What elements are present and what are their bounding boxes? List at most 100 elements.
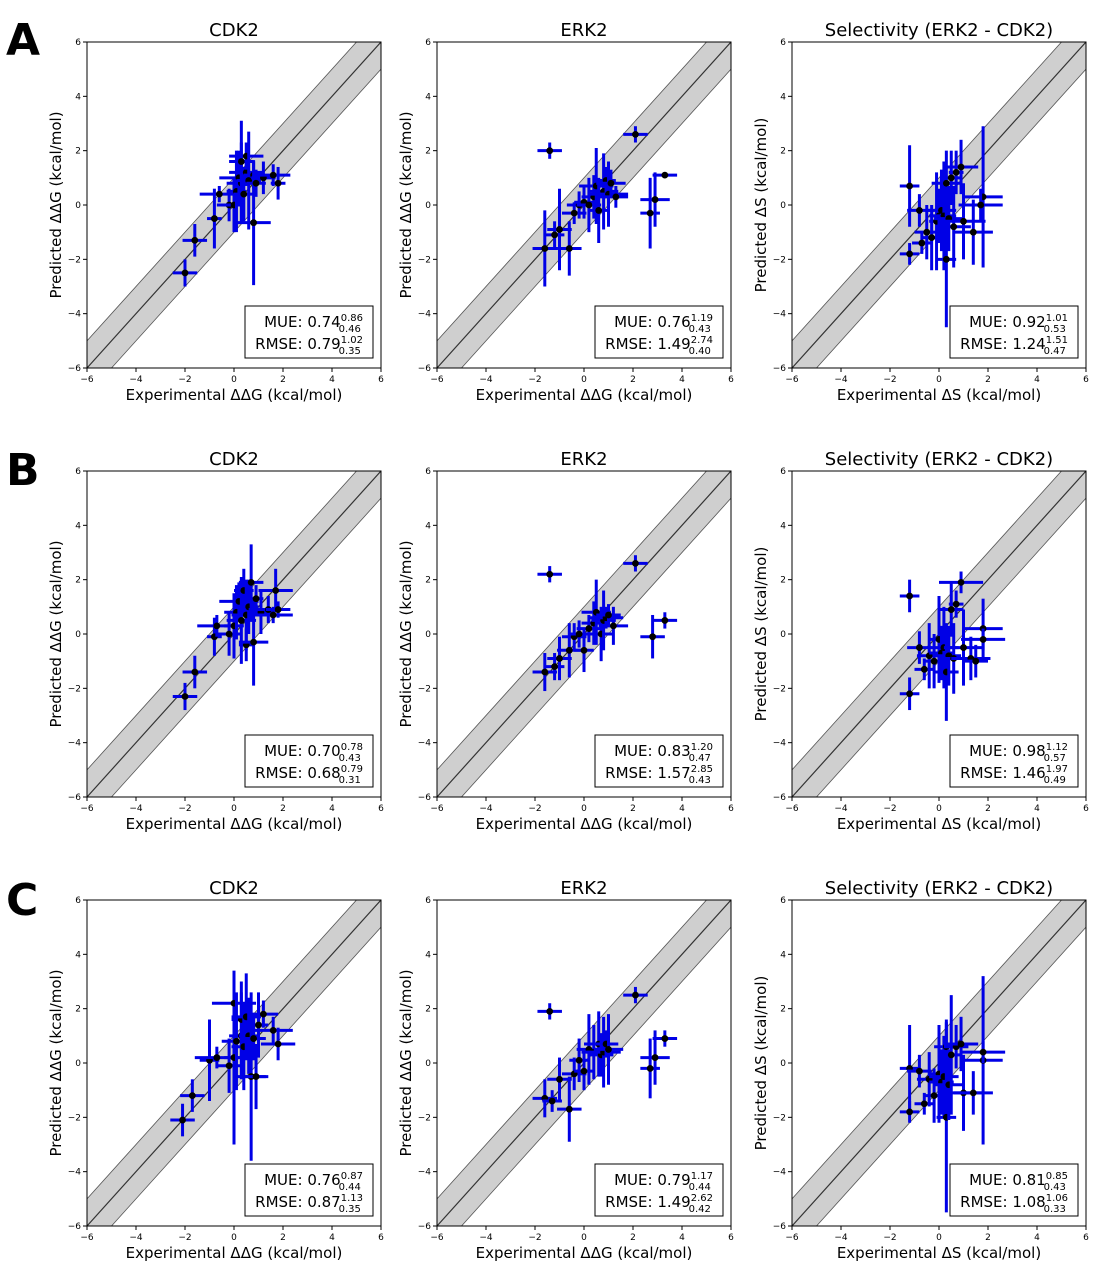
- data-point: [551, 663, 558, 670]
- data-point: [252, 1073, 260, 1080]
- x-tick-label: 2: [630, 1233, 636, 1243]
- x-tick-label: −4: [479, 804, 493, 814]
- stats-box: [594, 734, 724, 788]
- y-tick-label: 2: [75, 576, 81, 586]
- data-point: [947, 174, 955, 182]
- rmse-stat: RMSE: 0.871.13 0.35: [255, 1193, 363, 1215]
- rmse-value: RMSE: 1.49: [605, 1193, 691, 1211]
- data-point: [605, 1046, 612, 1053]
- data-point-group: [939, 571, 984, 594]
- data-point-group: [258, 568, 293, 613]
- data-point: [225, 630, 233, 638]
- rmse-lower: 0.40: [689, 346, 711, 357]
- y-tick-label: 6: [75, 38, 81, 48]
- y-tick-label: 6: [780, 38, 786, 48]
- stats-box: [949, 1163, 1079, 1217]
- y-tick-label: −2: [773, 684, 786, 694]
- y-tick-label: −6: [418, 364, 432, 374]
- data-point: [979, 1048, 987, 1056]
- x-tick-label: −4: [479, 1233, 493, 1243]
- rmse-upper: 1.06: [1046, 1193, 1068, 1204]
- data-point: [575, 630, 583, 638]
- data-point: [225, 1062, 233, 1070]
- mue-value: MUE: 0.74: [264, 313, 341, 331]
- y-tick-label: −4: [68, 310, 82, 320]
- data-point-group: [547, 636, 572, 681]
- mue-value: MUE: 0.79: [614, 1171, 691, 1189]
- plot-area: [792, 42, 1086, 368]
- chart-title: CDK2: [209, 449, 259, 470]
- chart-title: CDK2: [209, 20, 259, 41]
- x-tick-label: 6: [728, 1233, 734, 1243]
- data-point-group: [899, 145, 920, 227]
- rmse-value: RMSE: 1.24: [960, 335, 1046, 353]
- rmse-lower: 0.35: [339, 1204, 361, 1215]
- data-point: [570, 209, 578, 217]
- data-point: [179, 1116, 186, 1124]
- data-point: [556, 1075, 563, 1083]
- data-point: [610, 622, 617, 630]
- mue-stat: MUE: 0.740.86 0.46: [264, 313, 363, 335]
- data-point: [972, 657, 980, 665]
- mue-lower: 0.47: [689, 753, 711, 764]
- data-point-group: [243, 1043, 269, 1110]
- x-axis-label: Experimental ΔΔG (kcal/mol): [126, 1244, 343, 1262]
- data-point-group: [199, 185, 239, 203]
- data-point-group: [180, 1079, 205, 1112]
- data-point-group: [172, 682, 198, 711]
- y-tick-label: 2: [425, 1005, 431, 1015]
- y-tick-label: 4: [780, 92, 786, 102]
- x-axis-label: Experimental ΔS (kcal/mol): [837, 815, 1041, 833]
- y-tick-label: 4: [780, 521, 786, 531]
- x-tick-label: −2: [883, 804, 896, 814]
- y-tick-label: 6: [425, 896, 431, 906]
- y-axis-label: Predicted ΔΔG (kcal/mol): [397, 111, 415, 298]
- x-tick-label: −4: [129, 1233, 143, 1243]
- data-point-group: [596, 604, 621, 626]
- mue-upper: 0.86: [341, 313, 363, 324]
- data-point-group: [544, 221, 565, 249]
- y-tick-label: 0: [780, 201, 786, 211]
- data-point: [957, 578, 965, 586]
- rmse-lower: 0.31: [339, 775, 361, 786]
- data-point-group: [588, 177, 609, 244]
- mue-stat: MUE: 0.760.87 0.44: [264, 1171, 363, 1193]
- chart-panel: −6−6 −4 −4 −2 −2 0 0 2 2 4 4 6 6 Selectivity (ERK2 - …: [752, 20, 1089, 404]
- stats-box: [594, 305, 724, 359]
- data-point-group: [953, 1071, 993, 1115]
- x-tick-label: −2: [178, 1233, 191, 1243]
- mue-stat: MUE: 0.810.85 0.43: [969, 1171, 1068, 1193]
- data-point: [957, 1040, 965, 1048]
- mue-upper: 1.19: [691, 313, 713, 324]
- rmse-stat: RMSE: 1.241.51 0.47: [960, 335, 1068, 357]
- data-point: [274, 1040, 282, 1048]
- data-point: [233, 1037, 240, 1045]
- rmse-upper: 2.74: [691, 335, 713, 346]
- x-tick-label: −6: [80, 375, 94, 385]
- x-tick-label: 0: [936, 375, 942, 385]
- x-axis-label: Experimental ΔΔG (kcal/mol): [126, 386, 343, 404]
- rmse-lower: 0.47: [1044, 346, 1066, 357]
- y-tick-label: −2: [418, 684, 431, 694]
- x-axis-label: Experimental ΔΔG (kcal/mol): [476, 386, 693, 404]
- data-point: [237, 617, 245, 624]
- data-point-group: [936, 185, 971, 268]
- data-point-group: [640, 1030, 670, 1085]
- data-point-group: [172, 259, 198, 287]
- mue-lower: 0.44: [339, 1182, 361, 1193]
- stats-box: [949, 305, 1079, 359]
- mue-stat: MUE: 0.791.17 0.44: [614, 1171, 713, 1193]
- x-tick-label: −6: [785, 1233, 799, 1243]
- mue-lower: 0.43: [1044, 1182, 1066, 1193]
- stats-box: [244, 305, 374, 359]
- x-tick-label: −2: [883, 1233, 896, 1243]
- data-point-group: [207, 188, 222, 249]
- data-point: [960, 644, 967, 651]
- data-point: [916, 1067, 923, 1075]
- stats-box: [244, 734, 374, 788]
- data-point-group: [248, 1000, 279, 1028]
- data-point-group: [899, 677, 920, 711]
- y-tick-label: −6: [68, 364, 82, 374]
- data-point: [632, 130, 639, 138]
